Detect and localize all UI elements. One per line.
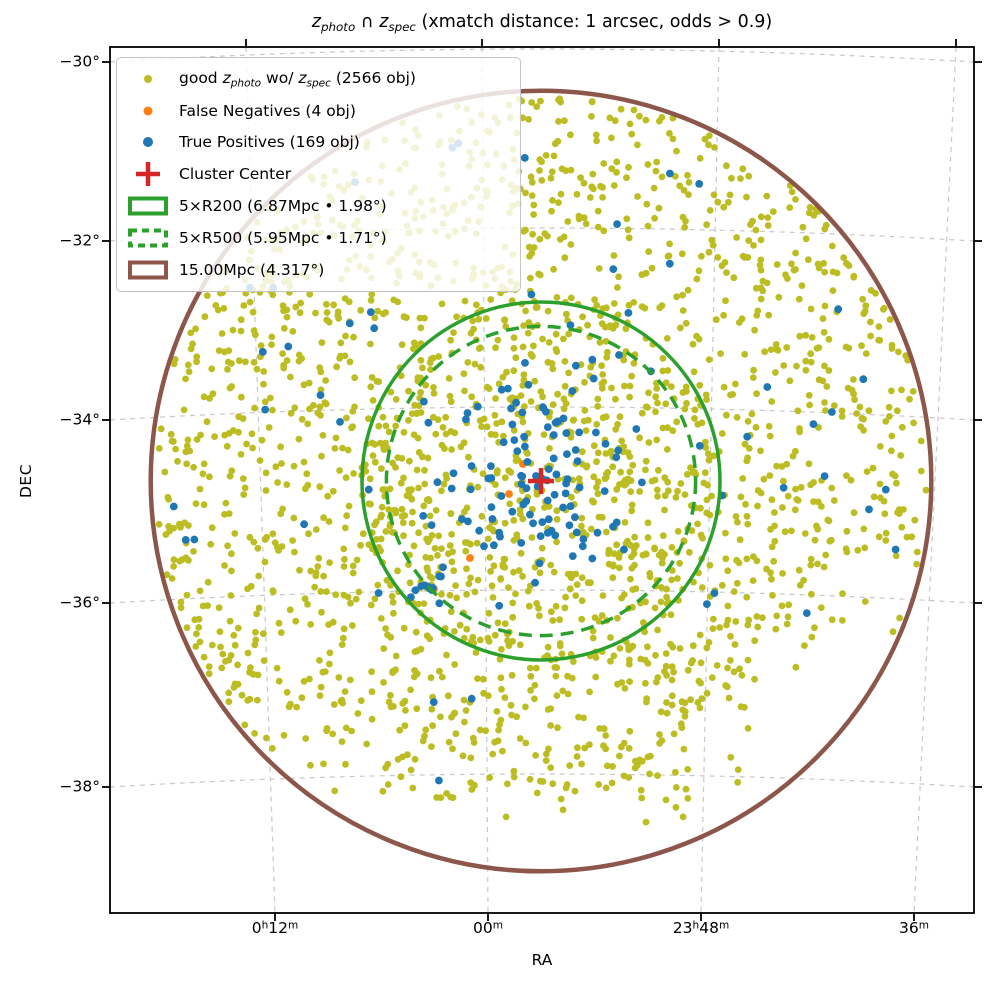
legend-item-label: 15.00Mpc (4.317°) bbox=[179, 260, 325, 279]
grid-lines bbox=[109, 46, 975, 914]
legend-item-label: 5×R500 (5.95Mpc • 1.71°) bbox=[179, 228, 387, 247]
legend-item-label: 5×R200 (6.87Mpc • 1.98°) bbox=[179, 197, 387, 216]
x-tick-label: 0h12m bbox=[251, 919, 299, 937]
cluster-center-marker bbox=[528, 468, 554, 494]
true-positives-marker-icon bbox=[117, 129, 179, 155]
false-negatives-marker-icon bbox=[117, 98, 179, 124]
r200-marker-icon bbox=[117, 193, 179, 219]
y-tick-label: −36° bbox=[59, 593, 100, 612]
chart-title: zphoto ∩ zspec (xmatch distance: 1 arcse… bbox=[311, 12, 773, 34]
circle-r200 bbox=[360, 300, 722, 662]
legend-item-label: True Positives (169 obj) bbox=[179, 133, 360, 152]
plot-frame bbox=[109, 46, 975, 914]
y-tick-label: −32° bbox=[59, 231, 100, 250]
legend-item-label: False Negatives (4 obj) bbox=[179, 101, 356, 120]
x-tick-label: 00m bbox=[473, 919, 503, 937]
scatter-true-positives bbox=[169, 139, 900, 785]
legend-item-false-negatives: False Negatives (4 obj) bbox=[117, 95, 520, 127]
x-axis-label: RA bbox=[531, 951, 553, 969]
cluster-center-marker-icon bbox=[117, 161, 179, 187]
r500-marker-icon bbox=[117, 225, 179, 251]
legend-item-true-positives: True Positives (169 obj) bbox=[117, 127, 520, 159]
good-zphoto-marker-icon bbox=[117, 66, 179, 92]
15mpc-marker-icon bbox=[117, 257, 179, 283]
legend-item-15mpc: 15.00Mpc (4.317°) bbox=[117, 254, 520, 286]
legend-item-label: good zphoto wo/ zspec (2566 obj) bbox=[179, 68, 416, 90]
y-axis-label: DEC bbox=[17, 463, 35, 499]
x-tick-label: 23h48m bbox=[672, 919, 730, 937]
x-tick-label: 36m bbox=[899, 919, 929, 937]
legend-item-good-zphoto: good zphoto wo/ zspec (2566 obj) bbox=[117, 63, 520, 95]
circle-r500 bbox=[384, 324, 698, 638]
legend-item-r200: 5×R200 (6.87Mpc • 1.98°) bbox=[117, 190, 520, 222]
legend-item-cluster-center: Cluster Center bbox=[117, 158, 520, 190]
y-tick-label: −34° bbox=[59, 410, 100, 429]
y-tick-label: −30° bbox=[59, 52, 100, 71]
circle-15mpc bbox=[148, 88, 934, 874]
legend-item-label: Cluster Center bbox=[179, 165, 292, 184]
y-tick-label: −38° bbox=[59, 777, 100, 796]
tick-marks bbox=[102, 39, 982, 921]
legend: good zphoto wo/ zspec (2566 obj) False Ne… bbox=[116, 57, 521, 292]
legend-item-r500: 5×R500 (5.95Mpc • 1.71°) bbox=[117, 222, 520, 254]
